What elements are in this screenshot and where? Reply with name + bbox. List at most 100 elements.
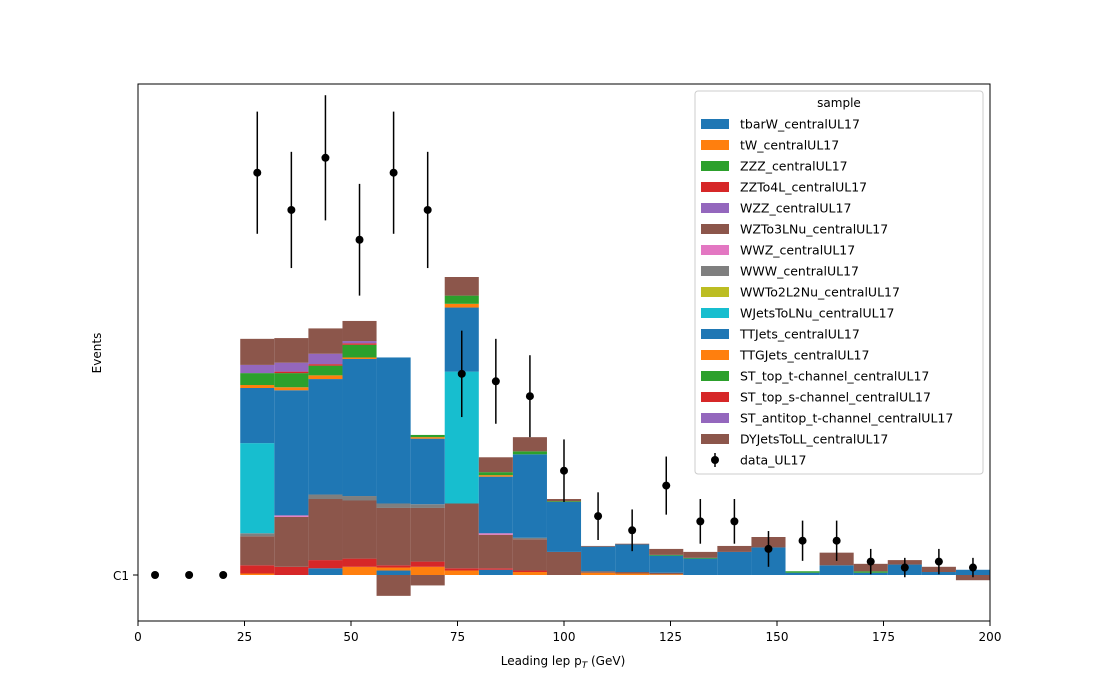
bar-tw-centralul17	[512, 572, 547, 575]
bar-dyjetstoll-centralul17	[581, 545, 616, 547]
bar-ttjets-centralul17	[546, 501, 582, 552]
bar-wzto3lnu-centralul17	[342, 500, 377, 559]
legend-label: WWW_centralUL17	[740, 264, 859, 279]
bar-zzto4l-centralul17	[478, 568, 513, 570]
legend: sample tbarW_centralUL17 tW_centralUL17 ZZ…	[694, 90, 984, 475]
bar-ttjets-centralul17	[478, 476, 513, 534]
legend-label: WJetsToLNu_centralUL17	[740, 306, 894, 321]
bar-zzto4l-centralul17	[410, 561, 445, 567]
legend-swatch-wwz-centralul17	[701, 245, 729, 255]
legend-swatch-st-top-s-channel-centralul17	[701, 392, 729, 402]
bar-ttgjets-centralul17	[308, 375, 343, 380]
legend-box	[694, 90, 984, 475]
bar-www-centralul17	[512, 537, 547, 540]
bar-ttjets-centralul17	[717, 551, 752, 575]
data-point	[457, 369, 466, 378]
legend-marker-data	[711, 456, 719, 464]
bar-wzto3lnu-centralul17	[274, 516, 309, 567]
bar-st-antitop-t-channel-centralul17	[308, 353, 343, 365]
legend-swatch-dyjetstoll-centralul17	[701, 434, 729, 444]
legend-label: ST_top_t-channel_centralUL17	[740, 369, 929, 384]
legend-swatch-wjetstolnu-centralul17	[701, 308, 729, 318]
x-tick-label: 0	[134, 630, 142, 644]
data-point	[934, 557, 943, 566]
bar-dyjetstoll-centralul17	[342, 320, 377, 342]
bar-dyjetstoll-centralul17	[410, 575, 445, 586]
legend-swatch-wzto3lnu-centralul17	[701, 224, 729, 234]
bar-www-centralul17	[342, 496, 377, 501]
data-point	[730, 517, 739, 526]
bar-wzto3lnu-centralul17	[376, 507, 411, 566]
bar-st-top-t-channel-centralul17	[274, 373, 309, 388]
bar-wzto3lnu-centralul17	[649, 572, 684, 575]
bar-wzto3lnu-centralul17	[240, 536, 275, 566]
bar-st-top-t-channel-centralul17	[308, 365, 343, 376]
legend-swatch-st-top-t-channel-centralul17	[701, 371, 729, 381]
data-point	[253, 168, 262, 177]
data-point	[696, 517, 705, 526]
legend-swatch-ttjets-centralul17	[701, 329, 729, 339]
bar-ttjets-centralul17	[683, 558, 718, 575]
legend-label: ZZZ_centralUL17	[740, 159, 848, 174]
bar-ttjets-centralul17	[785, 572, 820, 575]
data-point	[151, 571, 160, 579]
data-point	[798, 536, 807, 545]
bar-ttjets-centralul17	[376, 357, 411, 504]
data-point	[866, 557, 875, 566]
bar-wzto3lnu-centralul17	[581, 571, 616, 573]
legend-label: ST_top_s-channel_centralUL17	[740, 390, 931, 405]
data-point	[287, 205, 296, 214]
legend-swatch-tbarw-centralul17	[701, 119, 729, 129]
bar-ttgjets-centralul17	[478, 475, 513, 477]
bar-ttjets-centralul17	[240, 388, 275, 444]
legend-swatch-wwto2l2nu-centralul17	[701, 287, 729, 297]
bar-st-top-t-channel-centralul17	[512, 451, 547, 455]
bar-ttjets-centralul17	[649, 555, 684, 573]
data-point	[832, 536, 841, 545]
data-point	[389, 168, 398, 177]
legend-label: TTGJets_centralUL17	[739, 348, 869, 363]
bar-ttjets-centralul17	[512, 454, 547, 538]
legend-label: DYJetsToLL_centralUL17	[740, 432, 888, 447]
bar-st-top-t-channel-centralul17	[444, 295, 479, 304]
bar-wzto3lnu-centralul17	[546, 551, 582, 575]
bar-www-centralul17	[240, 533, 275, 537]
legend-label: WWZ_centralUL17	[740, 243, 855, 258]
bar-tw-centralul17	[240, 573, 275, 575]
bar-zzto4l-centralul17	[376, 565, 411, 568]
bar-st-top-s-channel-centralul17	[308, 364, 343, 366]
legend-swatch-www-centralul17	[701, 266, 729, 276]
legend-label: tbarW_centralUL17	[740, 117, 860, 132]
bar-dyjetstoll-centralul17	[308, 328, 343, 354]
bar-tbarw-centralul17	[478, 569, 513, 575]
legend-swatch-zzto4l-centralul17	[701, 182, 729, 192]
legend-label: data_UL17	[740, 453, 806, 468]
bar-wzto3lnu-centralul17	[478, 534, 513, 569]
bar-st-antitop-t-channel-centralul17	[342, 341, 377, 344]
data-point	[355, 235, 364, 244]
legend-swatch-st-antitop-t-channel-centralul17	[701, 413, 729, 423]
x-tick-label: 175	[872, 630, 895, 644]
bar-dyjetstoll-centralul17	[717, 545, 752, 552]
data-point	[219, 571, 228, 579]
data-point	[900, 563, 909, 572]
bar-st-top-s-channel-centralul17	[274, 371, 309, 374]
bar-st-top-t-channel-centralul17	[649, 554, 684, 556]
bar-st-top-t-channel-centralul17	[410, 434, 445, 438]
legend-label: WWTo2L2Nu_centralUL17	[740, 285, 900, 300]
bar-zzto4l-centralul17	[240, 565, 275, 574]
bar-dyjetstoll-centralul17	[649, 548, 684, 555]
data-point	[662, 481, 671, 490]
x-axis-ticks: 0 25 50 75 100 125 150 175 200	[134, 621, 1001, 644]
bar-st-top-s-channel-centralul17	[342, 343, 377, 345]
y-tick-label: C1	[113, 569, 129, 583]
data-points	[151, 95, 977, 579]
bar-www-centralul17	[410, 504, 445, 508]
bar-wwz-centralul17	[478, 533, 513, 535]
bar-st-top-t-channel-centralul17	[240, 373, 275, 386]
bar-zzto4l-centralul17	[342, 558, 377, 567]
legend-title: sample	[817, 96, 861, 110]
bar-ttjets-centralul17	[581, 546, 616, 572]
y-axis-label: Events	[90, 333, 104, 374]
